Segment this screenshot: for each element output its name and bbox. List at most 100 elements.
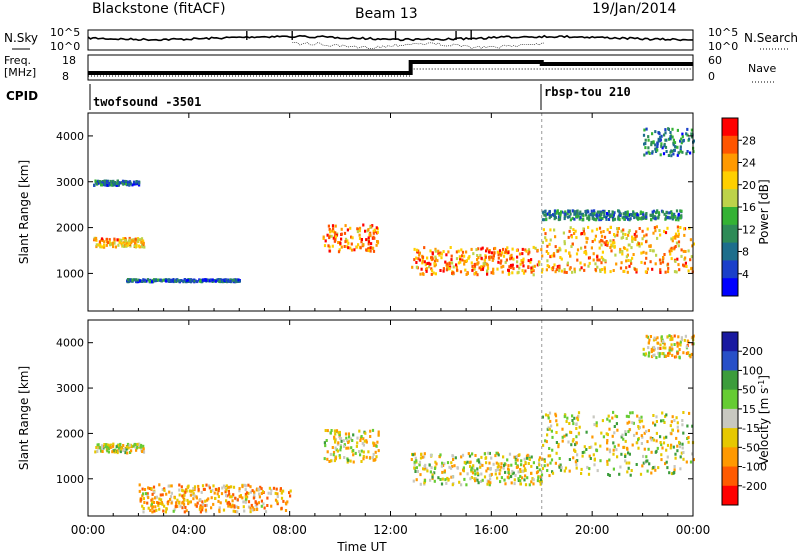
power-cell [450,254,453,258]
velocity-cell [249,485,252,489]
velocity-cell [141,487,144,491]
power-cell [667,127,670,131]
velocity-cell [625,414,628,418]
velocity-cell [99,449,103,453]
power-cell [553,254,556,258]
velocity-cell [148,487,151,490]
velocity-cell [538,456,542,460]
velocity-cell [236,498,239,502]
velocity-cell [481,463,484,467]
power-cell [120,238,123,242]
power-cell [463,259,466,263]
power-cell [349,246,352,250]
velocity-cell [179,504,182,508]
power-cell [611,214,614,218]
velocity-cell [551,435,554,439]
velocity-cell [334,446,337,450]
velocity-cell [151,492,154,496]
power-cell [646,267,649,271]
power-cell [458,255,461,259]
velocity-cell [359,439,362,442]
velocity-cell [106,449,109,453]
velocity-cell [673,334,676,338]
power-cell [461,250,465,254]
power-cell [430,267,433,271]
power-cell [601,239,604,243]
velocity-cell [594,442,597,446]
velocity-cell [157,503,160,507]
velocity-cell [575,463,578,467]
velocity-cell [645,455,648,459]
velocity-cell [662,419,665,423]
velocity-cell [576,453,579,457]
velocity-cell [150,501,154,505]
power-cell [688,137,691,141]
velocity-cell [653,336,656,340]
x-tick-label: 04:00 [172,523,207,537]
velocity-cell [282,489,285,493]
velocity-cell [326,429,329,433]
velocity-cell [442,464,445,467]
velocity-cell [671,428,674,432]
power-cell [674,215,677,218]
power-cell [553,263,556,267]
velocity-cell [187,484,190,488]
power-cell [471,264,474,268]
velocity-cell [595,424,598,428]
velocity-cell [183,498,186,502]
noise-traces [87,30,693,50]
velocity-cell [200,490,203,494]
power-cell [624,214,627,217]
power-cell [673,270,677,274]
velocity-cell [530,480,533,484]
power-cell [553,228,556,232]
velocity-cell [519,474,522,478]
velocity-cell [232,485,236,489]
power-cell [367,240,371,244]
power-cell [626,210,629,214]
velocity-cell [419,456,423,460]
velocity-cell [557,445,560,449]
velocity-cell [517,477,520,481]
velocity-cell [611,434,614,438]
velocity-cell [212,484,215,488]
velocity-cell [350,446,353,450]
velocity-cell [113,450,116,454]
power-cell [586,210,589,214]
velocity-cell [543,464,546,468]
velocity-cell [100,444,103,448]
velocity-cell [507,467,510,471]
velocity-cell [638,420,641,424]
power-cell [415,261,418,264]
velocity-cell [641,435,644,439]
velocity-cell [652,348,655,352]
power-cell [103,243,106,247]
velocity-cell [345,446,348,450]
x-tick-label: 00:00 [676,523,711,537]
velocity-cell [335,429,339,433]
velocity-cell [624,453,627,457]
velocity-cell [514,461,517,465]
velocity-cell [608,448,611,452]
power-cell [522,257,525,261]
velocity-cell [483,452,486,456]
velocity-cell [184,490,187,494]
velocity-cell [334,455,338,459]
power-cell [652,216,655,220]
power-cell [667,266,670,270]
power-cell [117,243,120,247]
power-cell [619,214,622,218]
velocity-cell [675,436,678,440]
power-cell [676,216,679,220]
power-cell [637,242,641,246]
power-cell [603,270,607,274]
power-colorbar-swatch [722,118,738,137]
power-cell [606,243,609,247]
power-cell [580,266,583,270]
power-cell [510,253,513,257]
power-cell [638,244,641,248]
power-cell [367,249,370,253]
velocity-cell [496,451,499,455]
power-cell [128,183,131,187]
power-cell [359,246,362,250]
